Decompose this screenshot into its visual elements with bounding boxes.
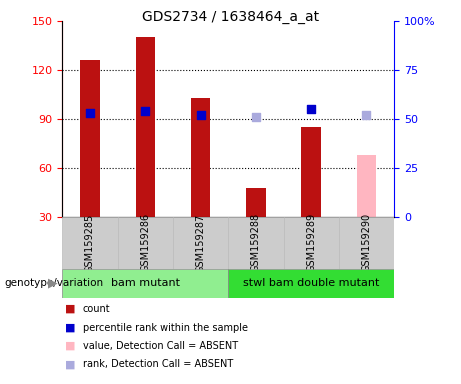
Text: ▶: ▶ — [48, 277, 58, 290]
Bar — [191, 98, 210, 217]
Bar — [228, 217, 284, 269]
Point — [307, 106, 315, 113]
Text: value, Detection Call = ABSENT: value, Detection Call = ABSENT — [83, 341, 238, 351]
Text: count: count — [83, 304, 111, 314]
Point — [363, 112, 370, 118]
Text: GSM159288: GSM159288 — [251, 214, 261, 272]
Bar — [62, 269, 228, 298]
Text: GSM159285: GSM159285 — [85, 213, 95, 273]
Point — [142, 108, 149, 114]
Text: rank, Detection Call = ABSENT: rank, Detection Call = ABSENT — [83, 359, 233, 369]
Text: percentile rank within the sample: percentile rank within the sample — [83, 323, 248, 333]
Bar — [339, 217, 394, 269]
Bar — [357, 155, 376, 217]
Text: GSM159290: GSM159290 — [361, 214, 372, 272]
Bar — [136, 38, 155, 217]
Bar — [301, 127, 321, 217]
Text: ■: ■ — [65, 359, 75, 369]
Text: ■: ■ — [65, 341, 75, 351]
Bar — [228, 269, 394, 298]
Bar — [284, 217, 339, 269]
Text: bam mutant: bam mutant — [111, 278, 180, 288]
Point — [86, 110, 94, 116]
Bar — [62, 217, 118, 269]
Point — [197, 112, 204, 118]
Point — [252, 114, 260, 120]
Text: GDS2734 / 1638464_a_at: GDS2734 / 1638464_a_at — [142, 10, 319, 23]
Text: stwl bam double mutant: stwl bam double mutant — [243, 278, 379, 288]
Text: GSM159287: GSM159287 — [195, 213, 206, 273]
Bar — [80, 60, 100, 217]
Bar — [173, 217, 228, 269]
Text: GSM159289: GSM159289 — [306, 214, 316, 272]
Text: genotype/variation: genotype/variation — [5, 278, 104, 288]
Bar — [118, 217, 173, 269]
Text: ■: ■ — [65, 304, 75, 314]
Text: GSM159286: GSM159286 — [140, 214, 150, 272]
Text: ■: ■ — [65, 323, 75, 333]
Bar — [246, 188, 266, 217]
